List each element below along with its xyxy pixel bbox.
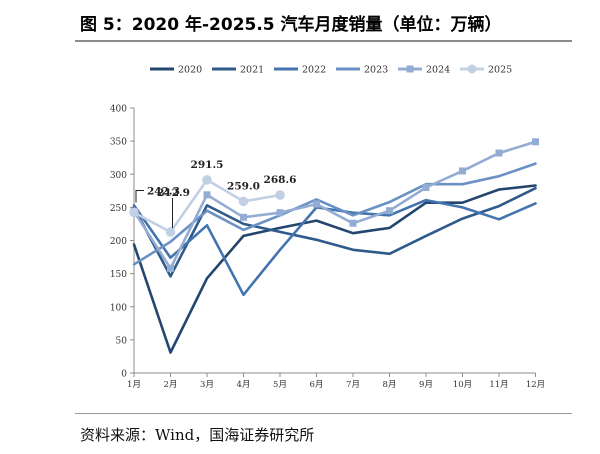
x-tick-label: 12月 bbox=[526, 380, 545, 390]
x-tick-label: 5月 bbox=[273, 380, 287, 390]
x-axis: 1月 2月 3月 4月 5月 6月 7月 8月 9月 10月 11月 12月 bbox=[127, 372, 545, 390]
point-2025 bbox=[202, 175, 212, 185]
point-2024 bbox=[313, 200, 320, 208]
y-tick-label: 300 bbox=[110, 171, 127, 181]
point-2025 bbox=[165, 227, 176, 237]
title-rule bbox=[75, 40, 572, 42]
data-label-2025: 212.9 bbox=[157, 187, 190, 199]
series-line-2021 bbox=[132, 186, 537, 278]
y-tick-label: 50 bbox=[116, 336, 128, 346]
y-tick-label: 350 bbox=[110, 138, 127, 148]
data-label-2025: 291.5 bbox=[191, 159, 224, 171]
data-label-2025: 259.0 bbox=[227, 180, 260, 192]
legend-label-2023: 2023 bbox=[364, 65, 388, 76]
legend-label-2024: 2024 bbox=[426, 65, 450, 76]
figure-title: 图 5：2020 年-2025.5 汽车月度销量（单位：万辆） bbox=[80, 15, 502, 35]
x-tick-label: 10月 bbox=[453, 380, 472, 390]
source-note: 资料来源：Wind，国海证券研究所 bbox=[80, 426, 315, 444]
legend-label-2020: 2020 bbox=[178, 65, 202, 76]
series-line-2020 bbox=[132, 184, 537, 354]
chart-series bbox=[129, 138, 539, 354]
x-tick-label: 4月 bbox=[237, 380, 251, 390]
legend-label-2021: 2021 bbox=[240, 65, 264, 76]
y-axis: 0 50 100 150 200 250 300 350 400 bbox=[110, 105, 135, 380]
y-tick-label: 150 bbox=[110, 270, 127, 280]
point-2024 bbox=[276, 209, 284, 217]
x-tick-label: 1月 bbox=[127, 380, 141, 390]
y-tick-label: 100 bbox=[110, 303, 127, 313]
x-tick-label: 3月 bbox=[200, 380, 214, 390]
series-line-2023 bbox=[132, 162, 537, 266]
point-2025 bbox=[129, 207, 139, 218]
point-2025 bbox=[275, 190, 285, 200]
chart-legend: 2020 2021 2022 2023 2024 2025 bbox=[150, 64, 512, 76]
point-2024 bbox=[459, 167, 466, 175]
legend-label-2025: 2025 bbox=[488, 65, 512, 76]
y-tick-label: 250 bbox=[110, 204, 127, 214]
series-line-2024 bbox=[132, 140, 537, 270]
legend-marker-2025 bbox=[467, 64, 477, 74]
series-line-2022 bbox=[132, 198, 537, 297]
point-2024 bbox=[532, 138, 539, 146]
y-tick-label: 0 bbox=[121, 370, 127, 380]
x-tick-label: 2月 bbox=[164, 380, 178, 390]
point-2024 bbox=[495, 149, 503, 157]
data-label-2025: 268.6 bbox=[264, 174, 297, 186]
point-2024 bbox=[240, 213, 247, 221]
point-2024 bbox=[203, 191, 211, 199]
y-tick-label: 400 bbox=[110, 105, 127, 115]
x-tick-label: 7月 bbox=[346, 380, 360, 390]
data-label-2025: 242.3 bbox=[147, 185, 180, 197]
point-2024 bbox=[386, 207, 393, 215]
leader-line bbox=[135, 189, 144, 203]
legend-label-2022: 2022 bbox=[302, 65, 326, 76]
legend-marker-2024 bbox=[406, 65, 414, 73]
point-2024 bbox=[349, 219, 357, 227]
point-2025 bbox=[238, 196, 249, 207]
x-tick-label: 11月 bbox=[489, 380, 508, 390]
point-2024 bbox=[422, 184, 430, 191]
x-tick-label: 6月 bbox=[310, 380, 324, 390]
y-tick-label: 200 bbox=[110, 237, 127, 247]
point-2024 bbox=[167, 264, 174, 272]
x-tick-label: 9月 bbox=[419, 380, 433, 390]
source-rule bbox=[75, 413, 572, 414]
x-tick-label: 8月 bbox=[383, 380, 397, 390]
